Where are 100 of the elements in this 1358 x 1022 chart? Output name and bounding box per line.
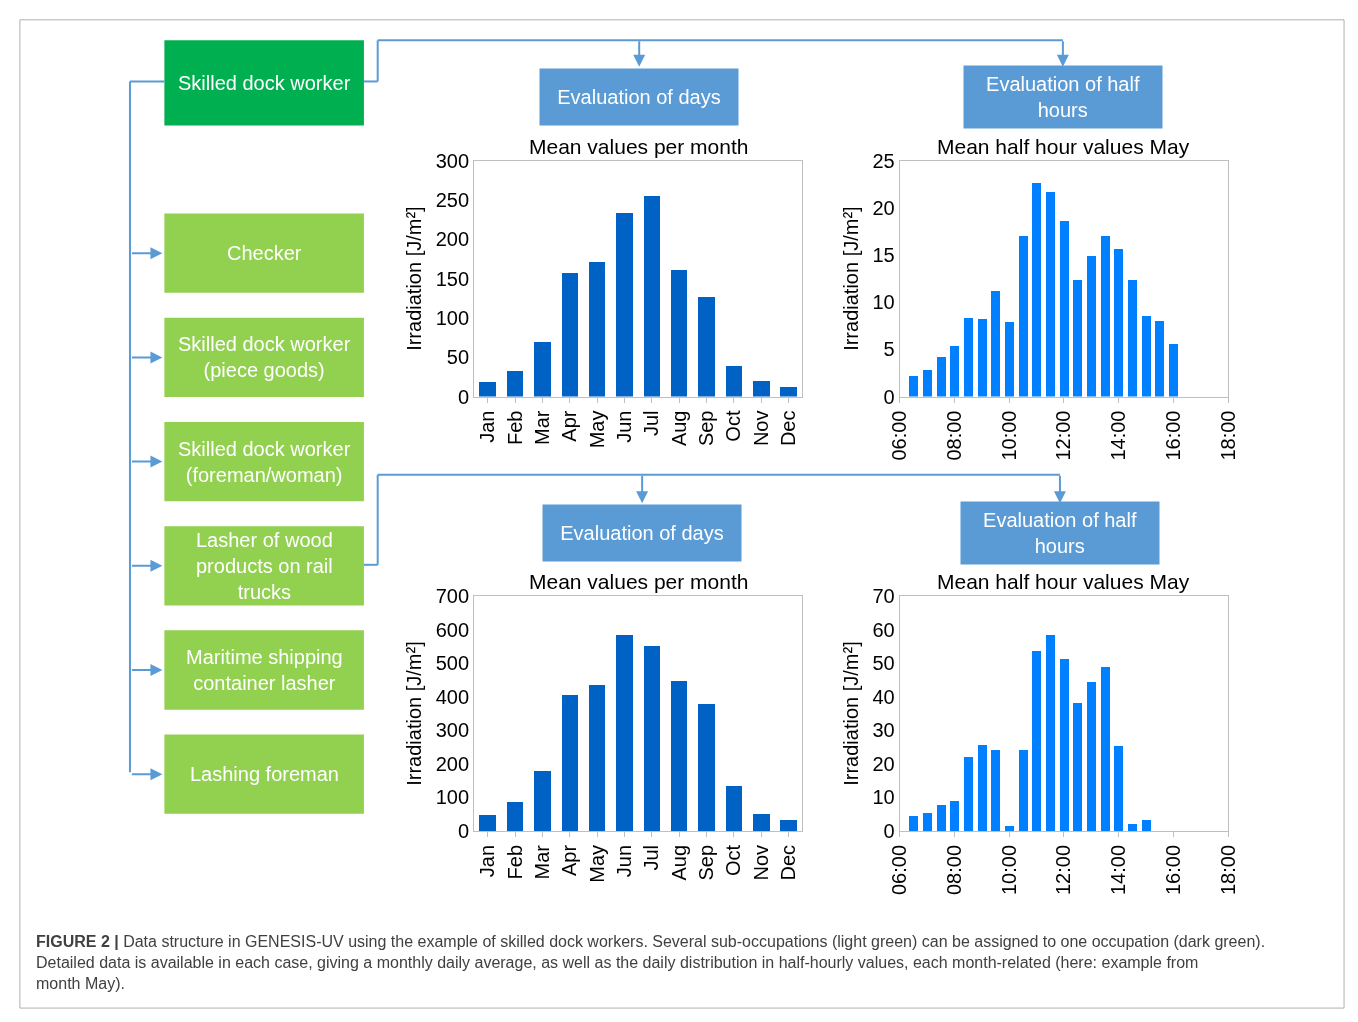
x-tick-label: 06:00: [888, 844, 911, 896]
y-tick-label: 250: [435, 189, 470, 212]
bar: [1100, 235, 1110, 397]
x-tick-label: 08:00: [942, 410, 965, 461]
y-tick-label: 60: [872, 618, 895, 641]
text: Lasher of wood products on rail trucks: [196, 529, 333, 603]
chart-subtitle: Evaluation of half hours: [986, 73, 1140, 121]
x-tick-label: Jan: [476, 410, 499, 443]
bar: [922, 813, 932, 831]
bar: [616, 635, 634, 831]
x-tick-label: 18:00: [1216, 410, 1239, 461]
y-tick-label: 300: [435, 149, 470, 172]
bar: [963, 757, 973, 831]
bar: [1113, 746, 1123, 831]
bar: [908, 816, 918, 831]
x-tick-label: Oct: [722, 410, 745, 442]
x-tick-label: Oct: [722, 844, 745, 877]
bar: [1154, 320, 1164, 397]
y-tick-label: 40: [872, 685, 895, 708]
x-tick-label: Jan: [476, 844, 499, 878]
chart-title: Mean half hour values May: [937, 570, 1190, 593]
x-tick-label: Aug: [667, 410, 690, 447]
bar: [936, 805, 946, 831]
y-tick-label: 10: [872, 291, 895, 314]
text: Skilled dock worker (foreman/woman): [178, 438, 351, 486]
y-tick-label: 100: [435, 786, 470, 809]
text: Maritime shipping container lasher: [186, 646, 343, 694]
y-axis-title: Irradiation [J/m²]: [403, 641, 426, 786]
x-tick-label: Feb: [503, 844, 526, 880]
y-tick-label: 600: [435, 618, 470, 641]
bar: [990, 750, 1000, 831]
bar: [1018, 750, 1028, 831]
y-tick-label: 200: [435, 228, 470, 251]
y-tick-label: 25: [872, 149, 895, 172]
bar: [534, 341, 552, 397]
y-tick-label: 15: [872, 244, 895, 267]
bar: [479, 815, 497, 831]
y-tick-label: 0: [457, 819, 470, 842]
bar: [726, 786, 743, 831]
y-tick-label: 700: [435, 585, 470, 608]
bar: [922, 369, 932, 397]
y-tick-label: 0: [457, 385, 470, 408]
bar: [1045, 191, 1055, 397]
bar: [1086, 682, 1096, 831]
bar: [616, 212, 634, 397]
bar: [726, 365, 743, 397]
x-tick-label: Aug: [667, 844, 690, 881]
y-tick-label: 5: [883, 338, 895, 361]
text: Lashing foreman: [190, 763, 339, 785]
x-tick-label: Sep: [695, 410, 718, 447]
bar: [990, 290, 1000, 397]
x-tick-label: Dec: [777, 410, 800, 447]
bar: [671, 269, 688, 397]
y-tick-label: 50: [446, 346, 470, 369]
x-tick-label: Jun: [613, 844, 636, 878]
bar: [1141, 820, 1151, 831]
x-tick-label: Jul: [640, 410, 663, 437]
x-tick-label: 14:00: [1107, 844, 1130, 896]
bar: [1018, 235, 1028, 397]
chart-title: Mean half hour values May: [937, 135, 1190, 158]
x-tick-label: May: [585, 844, 608, 883]
text: Skilled dock worker: [178, 72, 351, 94]
bar: [1059, 220, 1069, 397]
x-tick-label: 10:00: [997, 844, 1020, 896]
y-tick-label: 150: [435, 267, 470, 290]
text: Skilled dock worker (piece goods): [178, 333, 351, 381]
bar: [1072, 703, 1082, 831]
y-axis-title: Irradiation [J/m²]: [839, 641, 862, 786]
bar: [589, 685, 606, 831]
bar: [671, 681, 688, 831]
bar: [479, 381, 497, 397]
bar: [908, 375, 918, 397]
x-tick-label: 14:00: [1107, 410, 1130, 461]
x-tick-label: 12:00: [1052, 410, 1075, 461]
x-tick-label: Dec: [777, 844, 800, 881]
chart-title: Mean values per month: [529, 135, 749, 158]
bar: [698, 296, 716, 397]
y-tick-label: 20: [872, 752, 895, 775]
bar: [1045, 635, 1055, 831]
chart-subtitle: Evaluation of half hours: [983, 509, 1137, 557]
bar: [1100, 667, 1110, 831]
x-tick-label: 12:00: [1052, 844, 1075, 896]
bar: [1031, 651, 1041, 831]
caption: FIGURE 2 |: [36, 933, 119, 950]
y-tick-label: 500: [435, 652, 470, 675]
bar: [949, 345, 959, 397]
y-tick-label: 50: [872, 652, 895, 675]
x-tick-label: 16:00: [1161, 844, 1184, 896]
y-tick-label: 200: [435, 752, 470, 775]
bar: [1004, 321, 1014, 397]
x-tick-label: Jun: [613, 410, 636, 443]
bar: [963, 317, 973, 397]
bar: [507, 802, 524, 831]
x-tick-label: Nov: [749, 844, 772, 881]
bar: [507, 370, 524, 397]
bar: [977, 318, 987, 397]
bar: [562, 695, 579, 831]
x-tick-label: Jul: [640, 844, 663, 871]
x-tick-label: 06:00: [888, 410, 911, 461]
y-axis-title: Irradiation [J/m²]: [403, 206, 426, 351]
